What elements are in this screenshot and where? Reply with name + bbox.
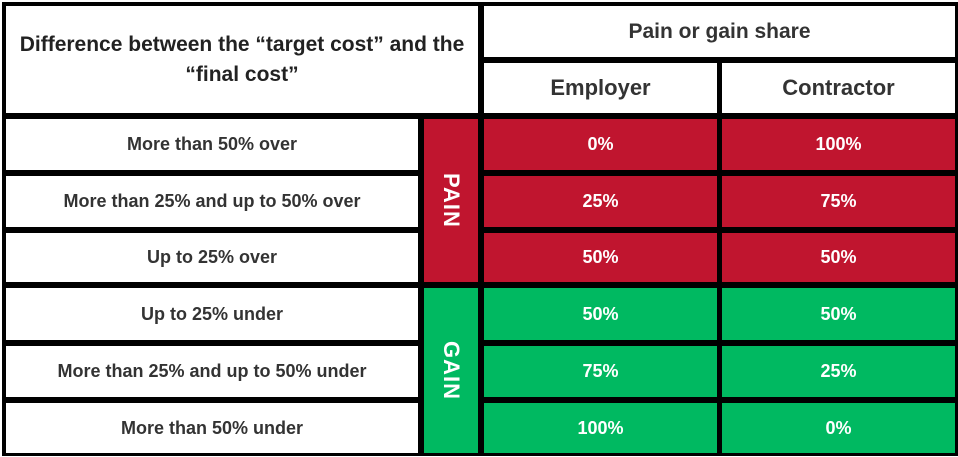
column-header: Contractor bbox=[722, 63, 955, 113]
column-header: Employer bbox=[484, 63, 717, 113]
row-label: More than 50% over bbox=[6, 119, 418, 170]
share-value: 50% bbox=[484, 233, 717, 282]
share-value: 0% bbox=[484, 119, 717, 170]
row-label: Up to 25% over bbox=[6, 233, 418, 282]
share-value: 75% bbox=[722, 176, 955, 227]
share-value: 25% bbox=[722, 346, 955, 397]
share-value: 0% bbox=[722, 403, 955, 453]
row-label: More than 25% and up to 50% over bbox=[6, 176, 418, 227]
row-label: More than 50% under bbox=[6, 403, 418, 453]
row-label: Up to 25% under bbox=[6, 288, 418, 340]
share-value: 100% bbox=[484, 403, 717, 453]
group-label: GAIN bbox=[424, 288, 478, 453]
share-value: 100% bbox=[722, 119, 955, 170]
share-value: 50% bbox=[484, 288, 717, 340]
group-label: PAIN bbox=[424, 119, 478, 282]
share-value: 50% bbox=[722, 288, 955, 340]
share-value: 50% bbox=[722, 233, 955, 282]
header-share: Pain or gain share bbox=[484, 6, 955, 57]
row-label: More than 25% and up to 50% under bbox=[6, 346, 418, 397]
header-title: Difference between the “target cost” and… bbox=[6, 6, 478, 113]
share-value: 75% bbox=[484, 346, 717, 397]
share-value: 25% bbox=[484, 176, 717, 227]
